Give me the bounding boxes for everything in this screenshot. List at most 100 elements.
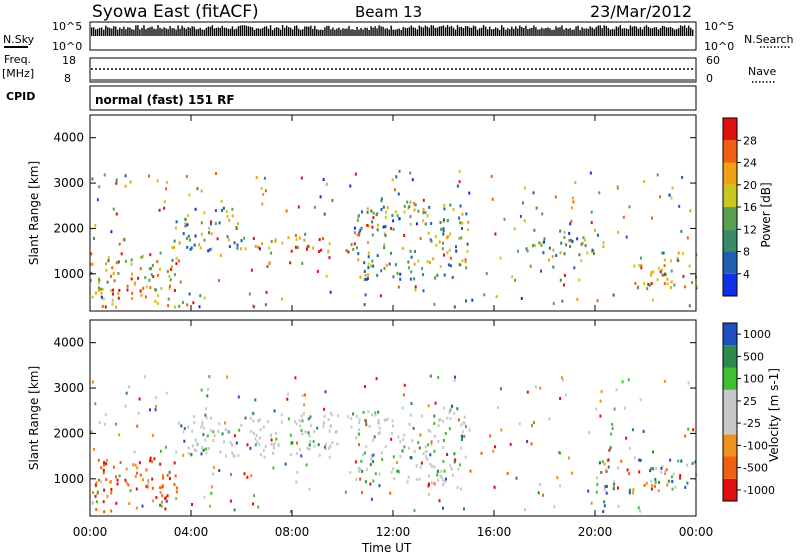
scatter-cell <box>442 446 445 449</box>
scatter-cell <box>115 212 118 216</box>
scatter-cell <box>357 252 360 256</box>
noise-bar <box>109 27 111 36</box>
noise-bar <box>239 25 242 36</box>
scatter-cell <box>118 242 121 246</box>
noise-bar <box>653 27 656 36</box>
scatter-cell <box>105 268 108 272</box>
scatter-cell <box>598 461 601 465</box>
scatter-cell <box>409 215 412 219</box>
scatter-cell <box>190 246 193 250</box>
noise-bar <box>521 27 523 36</box>
scatter-cell <box>115 501 118 505</box>
scatter-cell <box>214 209 217 213</box>
scatter-cell <box>101 304 104 308</box>
noise-bar <box>292 29 294 36</box>
scatter-cell <box>638 458 641 462</box>
scatter-cell <box>623 406 626 410</box>
scatter-cell <box>617 230 619 234</box>
scatter-cell <box>559 484 562 488</box>
scatter-cell <box>411 439 414 443</box>
scatter-cell <box>147 479 150 483</box>
scatter-cell <box>674 485 677 489</box>
scatter-cell <box>298 448 301 452</box>
scatter-cell <box>653 484 656 488</box>
scatter-cell <box>296 470 299 474</box>
scatter-cell <box>198 305 201 309</box>
noise-bar <box>675 29 678 36</box>
noise-bar <box>677 28 680 36</box>
noise-bar <box>300 29 302 36</box>
scatter-cell <box>372 479 375 483</box>
scatter-cell <box>439 265 442 268</box>
noise-bar <box>308 26 310 36</box>
time-tick-label: 04:00 <box>174 525 209 539</box>
scatter-cell <box>243 236 246 240</box>
scatter-cell <box>460 236 463 240</box>
time-tick-label: 12:00 <box>376 525 411 539</box>
scatter-cell <box>406 200 409 204</box>
scatter-cell <box>456 407 459 411</box>
scatter-cell <box>437 418 440 422</box>
noise-bar <box>358 29 360 36</box>
scatter-cell <box>173 461 176 465</box>
scatter-cell <box>253 494 256 498</box>
scatter-cell <box>410 270 413 274</box>
scatter-cell <box>119 461 122 464</box>
scatter-cell <box>244 416 247 420</box>
scatter-cell <box>399 440 402 444</box>
scatter-cell <box>576 237 579 241</box>
noise-bar <box>686 27 688 36</box>
scatter-cell <box>443 207 446 211</box>
scatter-cell <box>173 239 176 243</box>
scatter-cell <box>587 489 590 493</box>
scatter-cell <box>122 237 125 241</box>
noise-bar <box>137 25 139 36</box>
scatter-cell <box>187 234 190 238</box>
scatter-cell <box>530 442 533 446</box>
scatter-cell <box>112 288 115 292</box>
scatter-cell <box>329 411 332 415</box>
noise-bar <box>589 26 591 36</box>
noise-bar <box>388 29 390 36</box>
scatter-cell <box>269 261 272 265</box>
scatter-cell <box>286 397 289 401</box>
scatter-cell <box>457 467 460 471</box>
scatter-cell <box>611 422 614 426</box>
scatter-cell <box>163 200 166 204</box>
noise-bar <box>288 27 290 36</box>
scatter-cell <box>105 262 107 266</box>
noise-bar <box>679 25 682 36</box>
scatter-cell <box>352 412 355 416</box>
scatter-cell <box>371 413 373 417</box>
noise-right-tick-bottom: 10^0 <box>704 40 734 53</box>
scatter-cell <box>515 476 518 480</box>
scatter-cell <box>548 258 550 262</box>
scatter-cell <box>681 175 684 179</box>
scatter-cell <box>392 227 395 231</box>
scatter-cell <box>565 243 568 247</box>
scatter-cell <box>145 285 148 289</box>
colorbar-tick-label: 16 <box>743 201 757 214</box>
noise-bar <box>352 29 354 36</box>
scatter-cell <box>115 178 118 182</box>
scatter-cell <box>201 446 204 449</box>
scatter-cell <box>599 414 602 418</box>
scatter-cell <box>110 274 112 278</box>
scatter-cell <box>640 256 642 260</box>
noise-bar <box>593 28 595 36</box>
scatter-cell <box>281 241 284 245</box>
noise-bar <box>314 25 316 36</box>
scatter-cell <box>464 260 467 264</box>
scatter-cell <box>305 247 308 251</box>
scatter-cell <box>204 413 207 417</box>
scatter-cell <box>175 262 178 266</box>
scatter-cell <box>290 510 292 513</box>
scatter-cell <box>95 291 97 295</box>
scatter-cell <box>189 247 192 251</box>
scatter-cell <box>309 415 312 419</box>
noise-bar <box>279 29 282 36</box>
scatter-cell <box>322 425 325 429</box>
noise-bar <box>573 29 575 36</box>
noise-bar <box>155 29 157 36</box>
scatter-cell <box>291 441 294 445</box>
